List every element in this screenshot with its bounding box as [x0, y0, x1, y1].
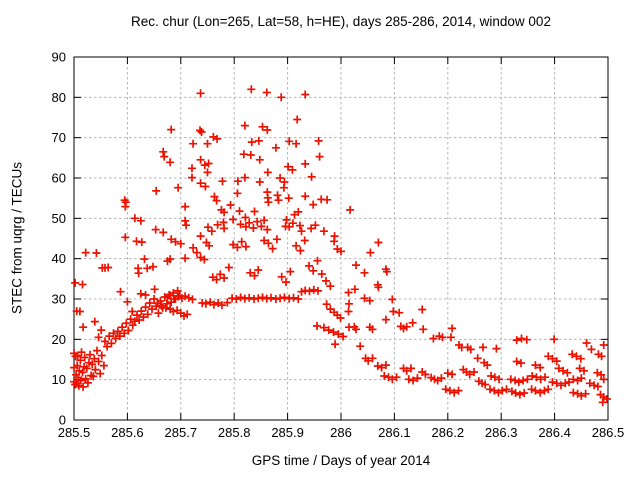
- x-tick-label: 286.5: [592, 425, 625, 440]
- x-tick-label: 285.8: [218, 425, 251, 440]
- y-tick-label: 20: [52, 332, 66, 347]
- scatter-points: [70, 85, 611, 407]
- y-tick-label: 0: [59, 413, 66, 428]
- x-tick-label: 285.7: [165, 425, 198, 440]
- y-tick-label: 60: [52, 171, 66, 186]
- x-tick-label: 286.1: [378, 425, 411, 440]
- y-tick-label: 90: [52, 50, 66, 65]
- y-tick-label: 80: [52, 90, 66, 105]
- chart-title: Rec. chur (Lon=265, Lat=58, h=HE), days …: [131, 14, 551, 29]
- x-tick-label: 286: [330, 425, 352, 440]
- x-tick-label: 285.5: [58, 425, 91, 440]
- x-tick-label: 286.3: [485, 425, 518, 440]
- x-tick-label: 285.6: [111, 425, 144, 440]
- x-tick-label: 286.2: [432, 425, 465, 440]
- x-tick-label: 286.4: [538, 425, 571, 440]
- y-tick-label: 70: [52, 130, 66, 145]
- y-tick-label: 50: [52, 211, 66, 226]
- y-tick-label: 40: [52, 251, 66, 266]
- x-axis-label: GPS time / Days of year 2014: [251, 453, 431, 468]
- y-tick-label: 10: [52, 372, 66, 387]
- x-tick-label: 285.9: [271, 425, 304, 440]
- y-tick-label: 30: [52, 292, 66, 307]
